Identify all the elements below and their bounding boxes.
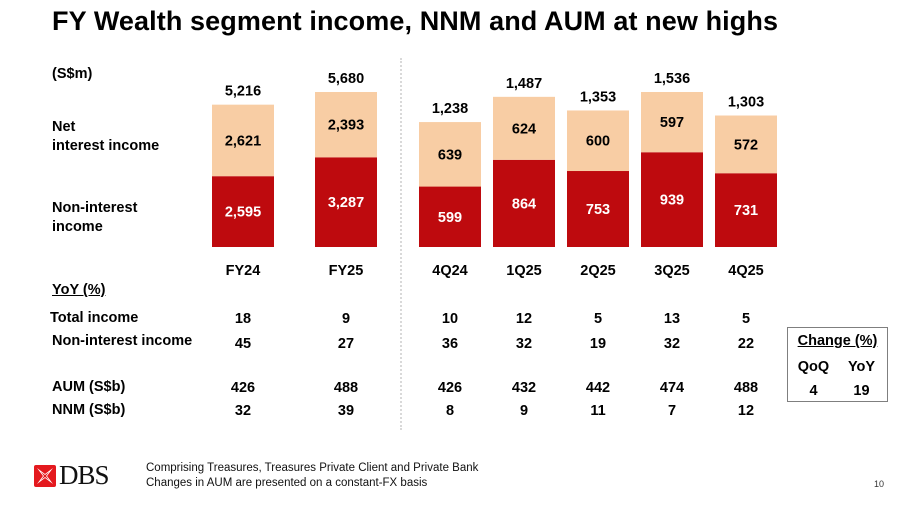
unit-label: (S$m) (52, 66, 93, 82)
table-row-label: Non-interest income (52, 333, 193, 349)
total-label: 5,680 (328, 71, 364, 87)
slide-title: FY Wealth segment income, NNM and AUM at… (52, 6, 779, 36)
table-cell: 45 (234, 336, 252, 352)
table-cell: 22 (737, 336, 755, 352)
table-cell: 432 (511, 380, 537, 396)
bar-non-interest-income (315, 157, 377, 247)
legend-non-interest-line1: Non-interest (52, 200, 138, 216)
table-cell: 27 (337, 336, 355, 352)
change-header-qoq: QoQ (797, 359, 830, 375)
bar-net-interest-income (212, 104, 274, 177)
category-label: 4Q24 (432, 263, 467, 279)
table-cell: 32 (234, 403, 252, 419)
data-label-non-interest-income: 599 (438, 210, 462, 226)
data-label-net-interest-income: 2,621 (225, 133, 261, 149)
table-cell: 19 (589, 336, 607, 352)
table-cell: 36 (441, 336, 459, 352)
data-label-net-interest-income: 2,393 (328, 118, 364, 134)
category-label: 2Q25 (580, 263, 615, 279)
data-label-net-interest-income: 572 (734, 137, 758, 153)
data-label-net-interest-income: 600 (586, 134, 610, 150)
table-cell: 12 (737, 403, 755, 419)
footnote-2: Changes in AUM are presented on a consta… (146, 477, 428, 489)
table-cell: 32 (663, 336, 681, 352)
change-box: Change (%) QoQ YoY 4 19 (787, 327, 888, 402)
legend-non-interest-income: Non-interest income (52, 199, 137, 237)
table-cell: 474 (659, 380, 685, 396)
data-label-net-interest-income: 597 (660, 115, 684, 131)
legend-net-interest-line2: interest income (52, 138, 160, 154)
data-label-non-interest-income: 939 (660, 193, 684, 209)
table-cell: 18 (234, 311, 252, 327)
category-label: 4Q25 (728, 263, 763, 279)
category-label: FY24 (226, 263, 261, 279)
bar-net-interest-income (715, 115, 777, 174)
change-value-qoq: 4 (809, 383, 818, 399)
legend-net-interest-income: Net interest income (52, 118, 159, 156)
data-label-non-interest-income: 731 (734, 203, 758, 219)
change-value-yoy: 19 (853, 383, 870, 399)
table-row-label: Total income (50, 310, 139, 326)
table-cell: 9 (341, 311, 351, 327)
table-row-label: NNM (S$b) (52, 402, 126, 418)
legend-non-interest-line2: income (52, 219, 103, 235)
table-cell: 32 (515, 336, 533, 352)
table-cell: 10 (441, 311, 459, 327)
total-label: 1,303 (728, 95, 764, 111)
bar-net-interest-income (493, 96, 555, 160)
change-header-yoy: YoY (847, 359, 876, 375)
category-label: 3Q25 (654, 263, 689, 279)
total-label: 1,536 (654, 71, 690, 87)
table-cell: 426 (230, 380, 256, 396)
table-cell: 426 (437, 380, 463, 396)
table-cell: 9 (519, 403, 529, 419)
change-box-title: Change (%) (797, 333, 878, 349)
table-cell: 488 (733, 380, 759, 396)
dbs-logo-text: DBS (59, 460, 110, 490)
income-stacked-bar-chart: 2,595 2,621 5,216 FY24 3,287 2,393 5,680 FY25 59… (212, 71, 777, 279)
bar-non-interest-income (567, 171, 629, 247)
period-divider (400, 58, 402, 430)
total-label: 1,238 (432, 101, 468, 117)
bar-non-interest-income (641, 152, 703, 247)
table-cell: 39 (337, 403, 355, 419)
bar-net-interest-income (315, 92, 377, 158)
data-label-net-interest-income: 639 (438, 147, 462, 163)
bar-net-interest-income (419, 122, 481, 187)
bar-net-interest-income (567, 110, 629, 172)
table-cell: 8 (445, 403, 455, 419)
data-label-net-interest-income: 624 (512, 121, 536, 137)
dbs-logo: DBS (34, 460, 110, 491)
table-cell: 5 (741, 311, 751, 327)
total-label: 1,353 (580, 89, 616, 105)
table-cell: 13 (663, 311, 681, 327)
data-label-non-interest-income: 2,595 (225, 205, 261, 221)
dbs-logo-icon (34, 464, 56, 487)
category-label: FY25 (329, 263, 364, 279)
table-cell: 442 (585, 380, 611, 396)
table-cell: 488 (333, 380, 359, 396)
table-row-label: AUM (S$b) (52, 379, 126, 395)
page-number: 10 (874, 479, 885, 489)
data-label-non-interest-income: 3,287 (328, 195, 364, 211)
table-cell: 7 (667, 403, 677, 419)
category-label: 1Q25 (506, 263, 541, 279)
table-cell: 11 (590, 403, 606, 419)
footnotes: Comprising Treasures, Treasures Private … (146, 461, 478, 491)
total-label: 1,487 (506, 76, 542, 92)
total-label: 5,216 (225, 84, 261, 100)
bar-non-interest-income (493, 159, 555, 247)
bar-non-interest-income (212, 176, 274, 247)
legend-net-interest-line1: Net (52, 119, 76, 135)
data-label-non-interest-income: 753 (586, 202, 610, 218)
yoy-header: YoY (%) (52, 282, 106, 298)
bar-non-interest-income (419, 186, 481, 247)
data-label-non-interest-income: 864 (512, 196, 536, 212)
footnote-1: Comprising Treasures, Treasures Private … (146, 462, 479, 474)
bar-non-interest-income (715, 173, 777, 247)
bar-net-interest-income (641, 92, 703, 153)
table-cell: 12 (515, 311, 533, 327)
table-cell: 5 (593, 311, 603, 327)
